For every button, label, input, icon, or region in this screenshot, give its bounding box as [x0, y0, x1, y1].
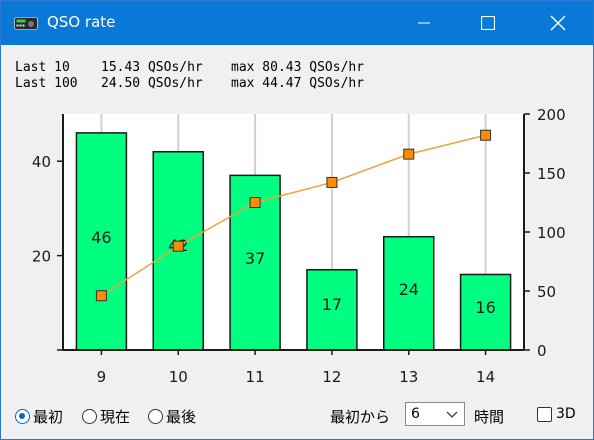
radio-current[interactable]: 現在 [82, 406, 130, 427]
rate-stats: Last 10 15.43 QSOs/hr max 80.43 QSOs/hr … [15, 60, 364, 188]
line-point [326, 176, 338, 188]
minimize-button[interactable] [401, 1, 447, 45]
checkbox-3d-box[interactable] [537, 406, 552, 422]
from-start-label: 最初から [330, 408, 391, 426]
last10-rate: 15.43 QSOs/hr [101, 60, 203, 75]
right-tick-label: 200 [537, 106, 566, 124]
last10-max: max 80.43 QSOs/hr [231, 60, 365, 75]
bar-data-label: 16 [475, 298, 495, 317]
radio-first[interactable]: 最初 [15, 406, 63, 427]
bar-data-label: 17 [322, 295, 342, 314]
radio-current-label: 現在 [100, 408, 131, 426]
last100-max: max 44.47 QSOs/hr [231, 76, 365, 91]
x-tick-label: 13 [399, 368, 418, 386]
x-tick-label: 9 [97, 368, 107, 386]
plot-area [63, 114, 524, 350]
right-tick-label: 50 [537, 283, 556, 301]
radio-last[interactable]: 最後 [148, 406, 196, 427]
radio-current-circle[interactable] [82, 409, 97, 424]
line-point [403, 148, 415, 160]
last100-label: Last 100 [15, 76, 78, 91]
line-point [95, 290, 107, 302]
qso-rate-chart: 464237172416204005010015020091011121314 [32, 106, 566, 386]
checkbox-3d[interactable]: 3D [537, 406, 576, 422]
rate-line [101, 134, 486, 297]
chevron-down-icon [446, 411, 458, 418]
radio-last-label: 最後 [166, 408, 197, 426]
line-point [480, 129, 492, 141]
left-tick-label: 20 [32, 248, 51, 266]
hours-select[interactable]: 6 [405, 402, 465, 426]
last100-rate: 24.50 QSOs/hr [101, 76, 203, 91]
line-point [172, 240, 184, 252]
bar [383, 235, 435, 351]
title-bar[interactable]: QSO rate [1, 1, 593, 45]
x-tick-label: 10 [169, 368, 188, 386]
close-button[interactable] [535, 1, 581, 45]
maximize-button[interactable] [465, 1, 511, 45]
bar-data-label: 46 [91, 228, 111, 247]
bottom-controls: 最初 現在 最後 最初から 6 時間 3D [1, 397, 593, 437]
last10-label: Last 10 [15, 60, 70, 75]
minimize-icon [418, 22, 430, 24]
maximize-icon [481, 16, 495, 30]
window-title: QSO rate [47, 13, 116, 31]
hours-select-value: 6 [411, 406, 420, 422]
bar-data-label: 37 [245, 249, 265, 268]
radio-first-label: 最初 [33, 408, 64, 426]
bar-data-label: 24 [399, 280, 419, 299]
right-tick-label: 100 [537, 224, 566, 242]
right-tick-label: 150 [537, 165, 566, 183]
radio-transceiver-icon [14, 17, 38, 30]
checkbox-3d-label: 3D [556, 406, 576, 422]
bar [306, 269, 358, 351]
right-tick-label: 0 [537, 342, 547, 360]
line-point [249, 197, 261, 208]
radio-first-circle[interactable] [15, 409, 30, 424]
x-tick-label: 14 [476, 368, 495, 386]
x-tick-label: 12 [322, 368, 341, 386]
radio-last-circle[interactable] [148, 409, 163, 424]
bar [459, 273, 512, 351]
close-icon [550, 15, 566, 31]
x-tick-label: 11 [246, 368, 265, 386]
left-tick-label: 40 [32, 153, 51, 171]
hours-label: 時間 [474, 408, 505, 426]
